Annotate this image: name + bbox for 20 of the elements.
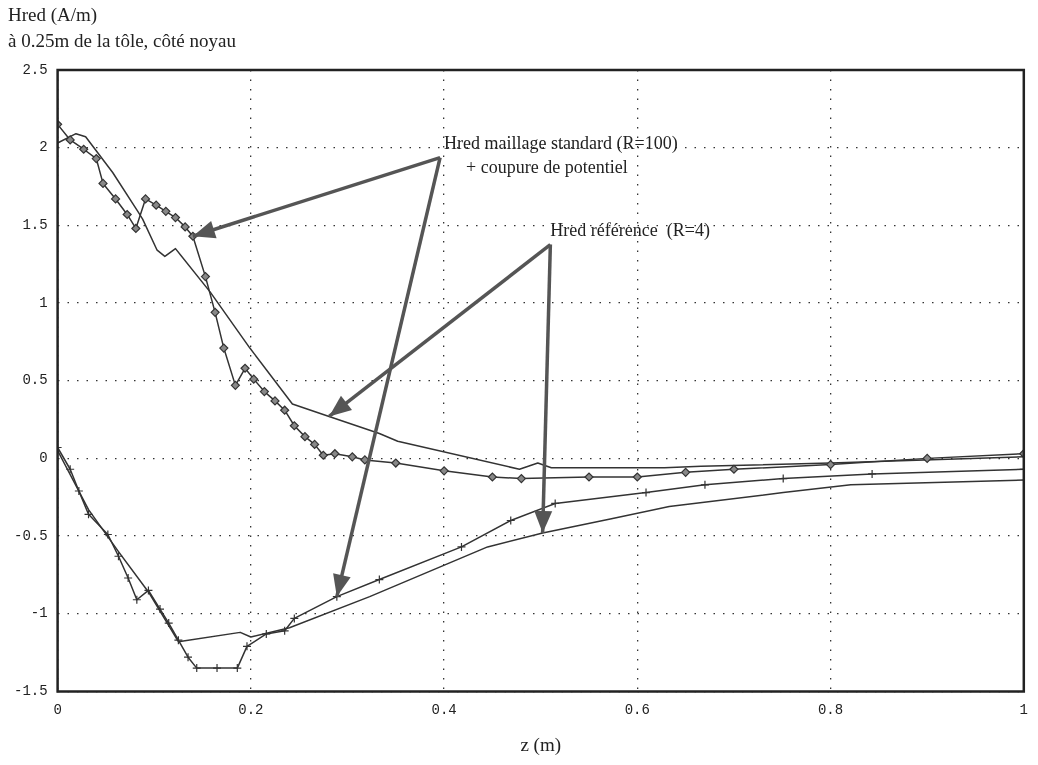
y-tick-label: -1.5 (14, 683, 48, 700)
y-tick-label: -1 (30, 605, 48, 622)
y-tick-label: 1.5 (22, 217, 48, 234)
x-tick-label: 0.8 (817, 701, 844, 718)
x-tick-label: 0 (53, 701, 62, 718)
y-tick-label: 1 (39, 294, 48, 311)
y-axis-title: Hred (A/m) (8, 4, 98, 26)
y-tick-label: -0.5 (14, 527, 48, 544)
x-tick-label: 0.2 (238, 701, 264, 718)
y-tick-label: 0.5 (22, 372, 48, 389)
x-tick-label: 1 (1019, 701, 1028, 718)
y-tick-label: 0 (39, 450, 48, 467)
x-tick-label: 0.4 (431, 701, 457, 718)
y-tick-label: 2 (39, 139, 48, 156)
x-axis-title: z (m) (520, 733, 562, 756)
annotation: Hred maillage standard (R=100) + coupure de potentiel (444, 133, 678, 178)
chart-subtitle: à 0.25m de la tôle, côté noyau (8, 30, 236, 52)
annotation: Hred référence (R=4) (550, 220, 710, 242)
x-tick-label: 0.6 (624, 701, 650, 718)
y-tick-label: 2.5 (22, 61, 48, 78)
